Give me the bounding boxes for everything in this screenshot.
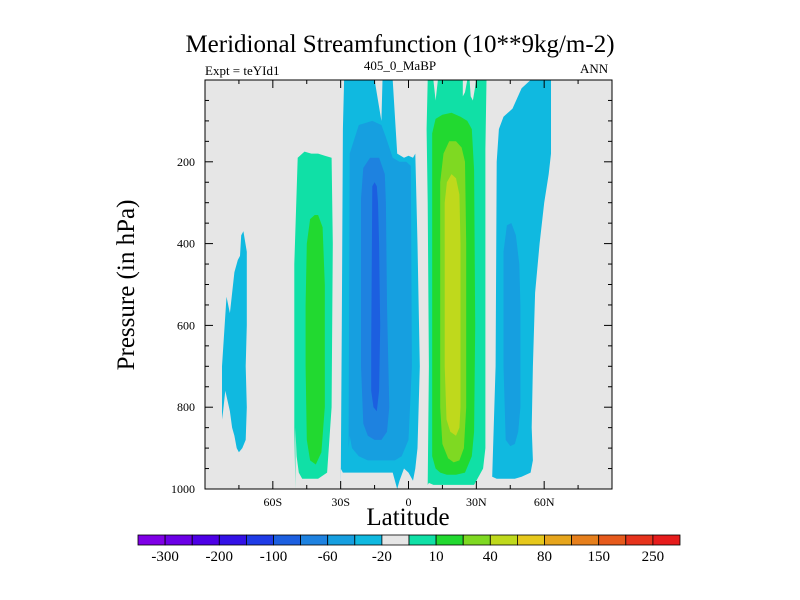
colorbar-box: [273, 534, 302, 546]
colorbar-box: [435, 534, 464, 546]
colorbar-label: -20: [372, 549, 392, 565]
colorbar-label: -300: [151, 549, 179, 565]
colorbar-box: [652, 534, 681, 546]
colorbar-box: [462, 534, 491, 546]
colorbar-label: 80: [537, 549, 552, 565]
axis-ticks: 60S 30S 0 30N 60N 200 400 600 800 1000: [171, 80, 612, 509]
colorbar-box: [489, 534, 518, 546]
cell-north-negative-core: [503, 223, 521, 447]
contour-cells: [222, 80, 551, 489]
cell-south-negative-core: [371, 182, 381, 412]
cell-equatorial-positive-core: [444, 174, 461, 436]
colorbar-box: [218, 534, 247, 546]
colorbar-box: [598, 534, 627, 546]
y-tick-label: 800: [177, 400, 195, 414]
colorbar-box: [164, 534, 193, 546]
colorbar-box: [354, 534, 383, 546]
colorbar-box: [245, 534, 274, 546]
experiment-label: Expt = teYId1: [205, 63, 280, 78]
x-axis-label: Latitude: [366, 504, 450, 531]
y-tick-label: 400: [177, 237, 195, 251]
colorbar-box: [408, 534, 437, 546]
colorbar-label: 250: [642, 549, 665, 565]
cell-south-positive-core: [305, 215, 325, 465]
y-tick-label: 200: [177, 155, 195, 169]
colorbar-box: [544, 534, 573, 546]
colorbar-label: 10: [429, 549, 444, 565]
y-tick-label: 600: [177, 318, 195, 332]
x-tick-label: 60N: [534, 495, 555, 509]
chart-title: Meridional Streamfunction (10**9kg/m-2): [185, 31, 615, 58]
season-label: ANN: [580, 61, 609, 76]
colorbar-box: [571, 534, 600, 546]
colorbar: -300 -200 -100 -60 -20 10 40 80 150 250: [137, 534, 681, 565]
colorbar-label: -100: [260, 549, 288, 565]
colorbar-box: [327, 534, 356, 546]
colorbar-box: [191, 534, 220, 546]
x-tick-label: 30N: [466, 495, 487, 509]
colorbar-box: [625, 534, 654, 546]
colorbar-box: [137, 534, 166, 546]
x-tick-label: 30S: [331, 495, 350, 509]
x-tick-label: 60S: [263, 495, 282, 509]
cell-high-lat-south: [222, 231, 247, 453]
colorbar-label: 40: [483, 549, 498, 565]
y-tick-label: 1000: [171, 482, 195, 496]
colorbar-label: -200: [206, 549, 234, 565]
subtitle-label: 405_0_MaBP: [363, 58, 437, 73]
colorbar-box: [300, 534, 329, 546]
colorbar-label: 150: [587, 549, 610, 565]
x-tick-label: 0: [406, 495, 412, 509]
colorbar-box: [517, 534, 545, 546]
colorbar-box: [381, 534, 410, 546]
colorbar-label: -60: [318, 549, 338, 565]
